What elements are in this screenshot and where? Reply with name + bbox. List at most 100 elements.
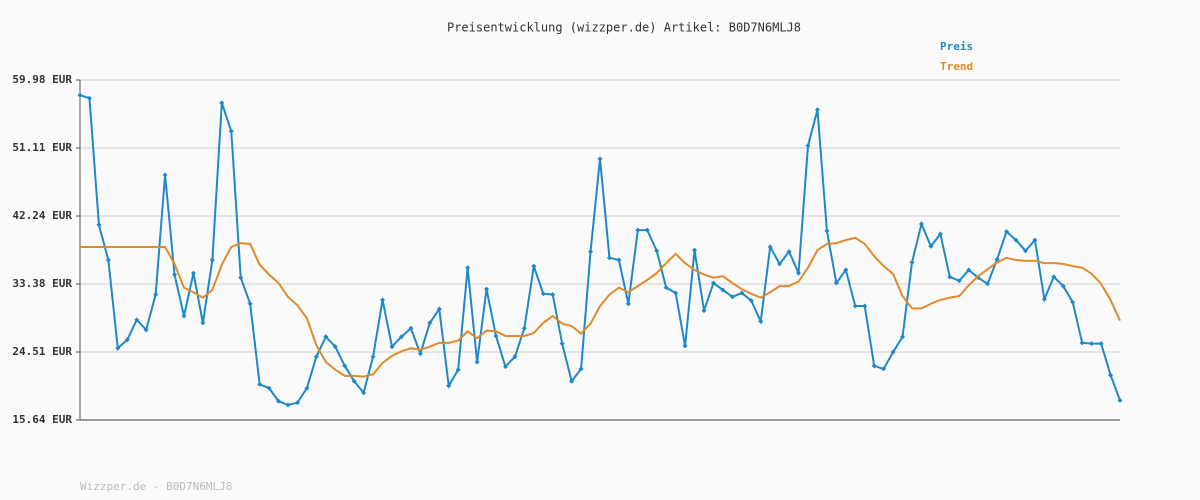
- point: [172, 272, 178, 278]
- point: [380, 297, 386, 303]
- point: [493, 333, 499, 339]
- point: [436, 306, 442, 312]
- point: [190, 270, 196, 276]
- point: [209, 257, 215, 263]
- y-tick-label: 33.38 EUR: [12, 277, 72, 290]
- point: [777, 261, 783, 267]
- point: [502, 364, 508, 370]
- point: [966, 267, 972, 273]
- point: [417, 351, 423, 357]
- point: [238, 275, 244, 281]
- y-tick-label: 42.24 EUR: [12, 209, 72, 222]
- point: [994, 256, 1000, 262]
- point: [143, 327, 149, 333]
- point: [947, 274, 953, 280]
- point: [1032, 237, 1038, 243]
- point: [796, 270, 802, 276]
- point: [739, 290, 745, 296]
- point: [824, 228, 830, 234]
- point: [616, 257, 622, 263]
- point: [96, 222, 102, 228]
- point: [909, 259, 915, 265]
- point: [228, 128, 234, 134]
- point: [1079, 340, 1085, 346]
- point: [588, 249, 594, 255]
- chart-title: Preisentwicklung (wizzper.de) Artikel: B…: [447, 21, 801, 35]
- point: [625, 301, 631, 307]
- legend-label: Preis: [940, 40, 973, 53]
- point: [786, 249, 792, 255]
- point: [1070, 299, 1076, 305]
- point: [332, 344, 338, 350]
- point: [105, 257, 111, 263]
- point: [862, 303, 868, 309]
- point: [1117, 397, 1123, 403]
- point: [304, 385, 310, 391]
- point: [720, 287, 726, 293]
- point: [484, 286, 490, 292]
- point: [446, 383, 452, 389]
- point: [1108, 372, 1114, 378]
- point: [1060, 283, 1066, 289]
- point: [767, 244, 773, 250]
- point: [1051, 274, 1057, 280]
- y-tick-label: 24.51 EUR: [12, 345, 72, 358]
- point: [1041, 296, 1047, 302]
- point: [1004, 229, 1010, 235]
- point: [408, 325, 414, 331]
- point: [427, 320, 433, 326]
- point: [1013, 237, 1019, 243]
- point: [115, 345, 121, 351]
- point: [266, 385, 272, 391]
- point: [890, 349, 896, 355]
- point: [361, 390, 367, 396]
- point: [956, 278, 962, 284]
- point: [805, 143, 811, 149]
- point: [313, 354, 319, 360]
- point: [814, 107, 820, 113]
- footer: Wizzper.de - B0D7N6MLJ8: [80, 480, 232, 493]
- legend-label: Trend: [940, 60, 973, 73]
- point: [512, 354, 518, 360]
- point: [559, 341, 565, 347]
- point: [758, 318, 764, 324]
- point: [748, 298, 754, 304]
- point: [578, 366, 584, 372]
- point: [323, 334, 329, 340]
- point: [843, 267, 849, 273]
- point: [370, 354, 376, 360]
- point: [398, 334, 404, 340]
- point: [1098, 341, 1104, 347]
- point: [342, 363, 348, 369]
- point: [673, 290, 679, 296]
- point: [985, 281, 991, 287]
- point: [465, 265, 471, 271]
- point: [134, 317, 140, 323]
- point: [900, 334, 906, 340]
- y-tick-label: 51.11 EUR: [12, 141, 72, 154]
- point: [257, 381, 263, 387]
- point: [351, 378, 357, 384]
- point: [276, 398, 282, 404]
- series-line: [80, 236, 1121, 378]
- point: [162, 172, 168, 178]
- point: [918, 221, 924, 227]
- point: [654, 248, 660, 254]
- y-tick-label: 15.64 EUR: [12, 413, 72, 426]
- point: [455, 367, 461, 373]
- point: [521, 325, 527, 331]
- point: [710, 280, 716, 286]
- point: [928, 243, 934, 249]
- point: [692, 247, 698, 253]
- point: [389, 344, 395, 350]
- point: [597, 156, 603, 162]
- point: [852, 303, 858, 309]
- point: [682, 343, 688, 349]
- point: [550, 292, 556, 298]
- point: [1089, 341, 1095, 347]
- point: [86, 95, 92, 101]
- point: [181, 313, 187, 319]
- point: [937, 231, 943, 237]
- point: [531, 263, 537, 269]
